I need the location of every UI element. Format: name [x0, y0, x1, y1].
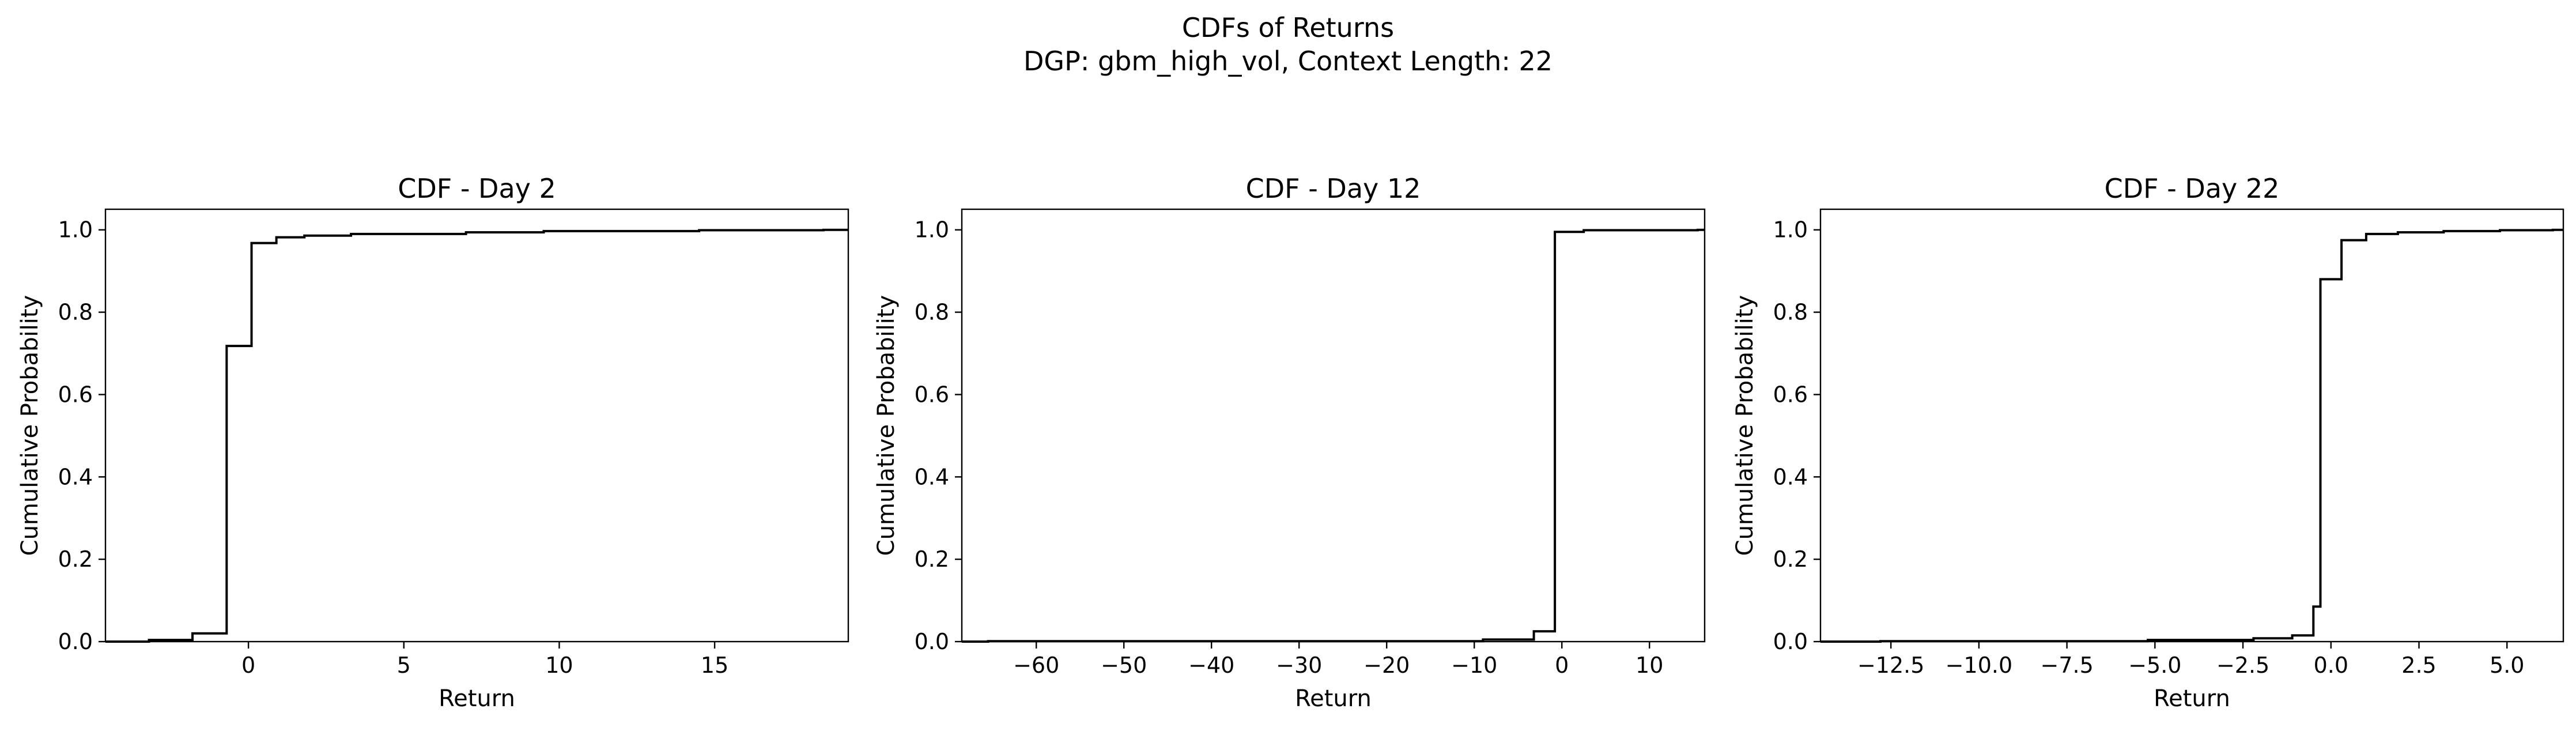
subplot-3: CDF - Day 22 −12.5 −10.0 −7.5 −5.0 −2.5 0.0 2.5… — [1732, 173, 2564, 712]
y-tick-label: 0.8 — [58, 300, 93, 325]
x-tick-label: 2.5 — [2401, 653, 2436, 678]
y-tick-label: 0.0 — [58, 629, 93, 654]
y-tick-label: 1.0 — [58, 217, 93, 243]
x-tick-label: −40 — [1188, 653, 1234, 678]
x-tick-label: −5.0 — [2128, 653, 2181, 678]
x-tick-label: 10 — [1636, 653, 1663, 678]
x-tick-label: 0 — [1555, 653, 1569, 678]
x-tick-label: −20 — [1363, 653, 1410, 678]
subplot-1: CDF - Day 2 0 5 10 15 0.0 0.2 0.4 0.6 0.8 1.0 Retur… — [17, 173, 849, 712]
figure-title-line2: DGP: gbm_high_vol, Context Length: 22 — [1023, 46, 1553, 77]
x-tick-label: −7.5 — [2040, 653, 2093, 678]
x-axis-label: Return — [2154, 685, 2230, 712]
y-tick-label: 0.8 — [915, 300, 949, 325]
axes-frame — [1819, 208, 2564, 643]
y-tick-label: 0.4 — [1773, 464, 1808, 489]
y-tick-label: 0.2 — [58, 546, 93, 572]
y-tick-label: 0.2 — [1773, 546, 1808, 572]
y-tick-label: 1.0 — [915, 217, 949, 243]
subplots: CDF - Day 2 0 5 10 15 0.0 0.2 0.4 0.6 0.8 1.0 Retur… — [17, 173, 2564, 712]
y-axis-label: Cumulative Probability — [17, 295, 43, 556]
y-tick-label: 0.6 — [58, 382, 93, 407]
x-tick-label: 5 — [397, 653, 411, 678]
subplot-2: CDF - Day 12 −60 −50 −40 −30 −20 −10 0 10 0.0 0.2 0… — [873, 173, 1706, 712]
x-tick-label: −12.5 — [1857, 653, 1924, 678]
cdf-step-line — [1820, 228, 2563, 643]
x-tick-label: −50 — [1101, 653, 1147, 678]
axes-frame — [961, 208, 1706, 643]
y-tick-label: 0.2 — [915, 546, 949, 572]
y-tick-label: 0.6 — [1773, 382, 1808, 407]
cdf-step-line — [105, 228, 848, 643]
y-tick-label: 0.6 — [915, 382, 949, 407]
x-tick-label: 0 — [241, 653, 255, 678]
y-tick-label: 1.0 — [1773, 217, 1808, 243]
cdf-step-line — [962, 228, 1705, 643]
subplot-title: CDF - Day 2 — [398, 173, 556, 204]
x-axis-label: Return — [439, 685, 515, 712]
x-tick-label: 5.0 — [2490, 653, 2524, 678]
y-tick-label: 0.4 — [915, 464, 949, 489]
y-tick-label: 0.0 — [1773, 629, 1808, 654]
x-tick-label: 10 — [545, 653, 573, 678]
x-tick-label: −10 — [1451, 653, 1497, 678]
x-tick-label: 15 — [701, 653, 728, 678]
x-tick-label: −2.5 — [2216, 653, 2269, 678]
figure-title-line1: CDFs of Returns — [1182, 12, 1394, 43]
x-axis-label: Return — [1295, 685, 1372, 712]
subplot-title: CDF - Day 12 — [1246, 173, 1421, 204]
subplot-title: CDF - Day 22 — [2105, 173, 2280, 204]
y-tick-label: 0.0 — [915, 629, 949, 654]
x-tick-label: −10.0 — [1946, 653, 2012, 678]
y-axis-label: Cumulative Probability — [1732, 295, 1758, 556]
x-tick-label: −30 — [1276, 653, 1322, 678]
y-axis-label: Cumulative Probability — [873, 295, 900, 556]
y-tick-label: 0.4 — [58, 464, 93, 489]
axes-frame — [104, 208, 849, 643]
x-tick-label: −60 — [1013, 653, 1059, 678]
y-tick-label: 0.8 — [1773, 300, 1808, 325]
x-tick-label: 0.0 — [2314, 653, 2348, 678]
